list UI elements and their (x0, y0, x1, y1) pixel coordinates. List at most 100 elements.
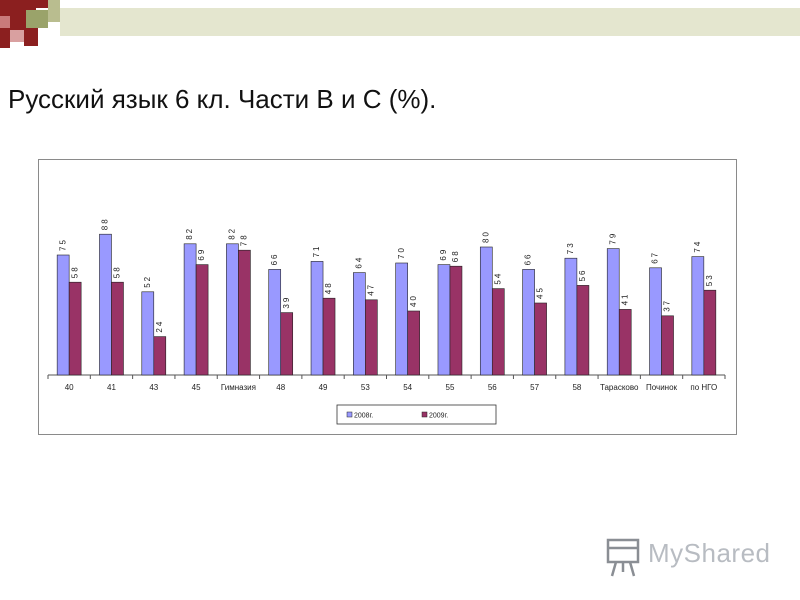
data-label: 37 (663, 299, 672, 312)
x-tick-label: по НГО (690, 383, 717, 392)
data-label: 58 (70, 265, 79, 278)
legend-swatch (421, 411, 428, 418)
x-tick-label: 45 (192, 383, 201, 392)
data-label: 54 (493, 272, 502, 285)
x-tick-label: Тарасково (600, 383, 639, 392)
data-label: 70 (397, 246, 406, 259)
data-label: 39 (282, 296, 291, 309)
x-tick-label: 40 (65, 383, 74, 392)
data-label: 48 (324, 281, 333, 294)
data-label: 53 (705, 273, 714, 286)
data-label: 52 (143, 275, 152, 288)
bar (153, 336, 167, 376)
x-tick-label: 43 (149, 383, 158, 392)
bar (68, 281, 82, 376)
bar (437, 264, 451, 376)
deco-square (0, 28, 10, 48)
legend-label: 2008г. (354, 413, 373, 420)
data-label: 88 (101, 217, 110, 230)
data-label: 73 (566, 241, 575, 254)
x-tick-label: Гимназия (221, 383, 256, 392)
x-tick-label: 54 (403, 383, 412, 392)
data-label: 56 (578, 268, 587, 281)
data-label: 69 (439, 248, 448, 261)
deco-square (0, 16, 10, 28)
bar (449, 265, 463, 376)
bar (310, 261, 324, 376)
bar (606, 248, 620, 376)
bar (691, 256, 705, 376)
bar (407, 310, 420, 376)
x-tick-label: 57 (530, 383, 539, 392)
x-tick-label: 41 (107, 383, 116, 392)
deco-square (10, 30, 24, 42)
bar (618, 309, 632, 376)
bar (564, 257, 578, 376)
title-decoration (0, 0, 800, 48)
deco-square (26, 10, 48, 28)
chart-area: 75 58 40 88 58 41 52 24 43 82 69 45 82 78 Гимназия 66 39… (38, 159, 737, 435)
x-tick-label: 58 (572, 383, 581, 392)
x-tick-label: 56 (488, 383, 497, 392)
bar (491, 288, 505, 376)
bar (365, 299, 378, 376)
myshared-logo (606, 538, 640, 577)
data-label: 58 (113, 265, 122, 278)
bar (322, 297, 336, 376)
data-label: 80 (481, 230, 490, 243)
bar (649, 267, 662, 376)
deco-square (36, 0, 48, 8)
bar (195, 264, 209, 376)
logo-text: MyShared (648, 538, 771, 568)
data-label: 66 (270, 252, 279, 265)
deco-square (0, 0, 26, 16)
bar (534, 302, 547, 376)
data-label: 41 (620, 292, 629, 305)
legend-label: 2009г. (429, 413, 448, 420)
data-label: 71 (312, 244, 321, 257)
data-label: 69 (197, 248, 206, 261)
data-label: 47 (366, 283, 375, 296)
data-label: 67 (651, 251, 660, 264)
bar (703, 289, 717, 376)
data-label: 82 (185, 227, 194, 240)
deco-square (48, 0, 60, 22)
x-tick-label: 49 (319, 383, 328, 392)
deco-square (24, 28, 38, 46)
data-label: 40 (409, 294, 418, 307)
bar (661, 315, 674, 376)
data-label: 68 (451, 249, 460, 262)
page-title: Русский язык 6 кл. Части В и С (%). (8, 84, 437, 114)
bar (141, 291, 155, 376)
legend-box (336, 404, 497, 425)
data-label: 78 (240, 233, 249, 246)
data-label: 74 (693, 240, 702, 253)
x-tick-label: 53 (361, 383, 370, 392)
data-label: 64 (354, 256, 363, 269)
bar (268, 269, 282, 376)
bar (353, 272, 366, 376)
x-tick-label: 48 (276, 383, 285, 392)
bar (226, 243, 239, 376)
data-label: 66 (524, 252, 533, 265)
bar (238, 249, 251, 376)
bar (183, 243, 197, 376)
data-label: 75 (58, 238, 67, 251)
x-tick-label: Починок (646, 383, 678, 392)
deco-square (26, 0, 36, 10)
bar (56, 254, 70, 376)
bar (99, 233, 112, 376)
data-label: 24 (155, 320, 164, 333)
presentation-icon (606, 538, 640, 577)
data-label: 79 (608, 232, 617, 245)
deco-square (10, 16, 26, 30)
bar (111, 281, 124, 376)
data-label: 45 (536, 286, 545, 299)
bar (395, 262, 408, 376)
data-label: 82 (228, 227, 237, 240)
x-tick-label: 55 (446, 383, 455, 392)
bar (479, 246, 493, 376)
legend-swatch (346, 411, 353, 418)
bar (576, 285, 590, 376)
